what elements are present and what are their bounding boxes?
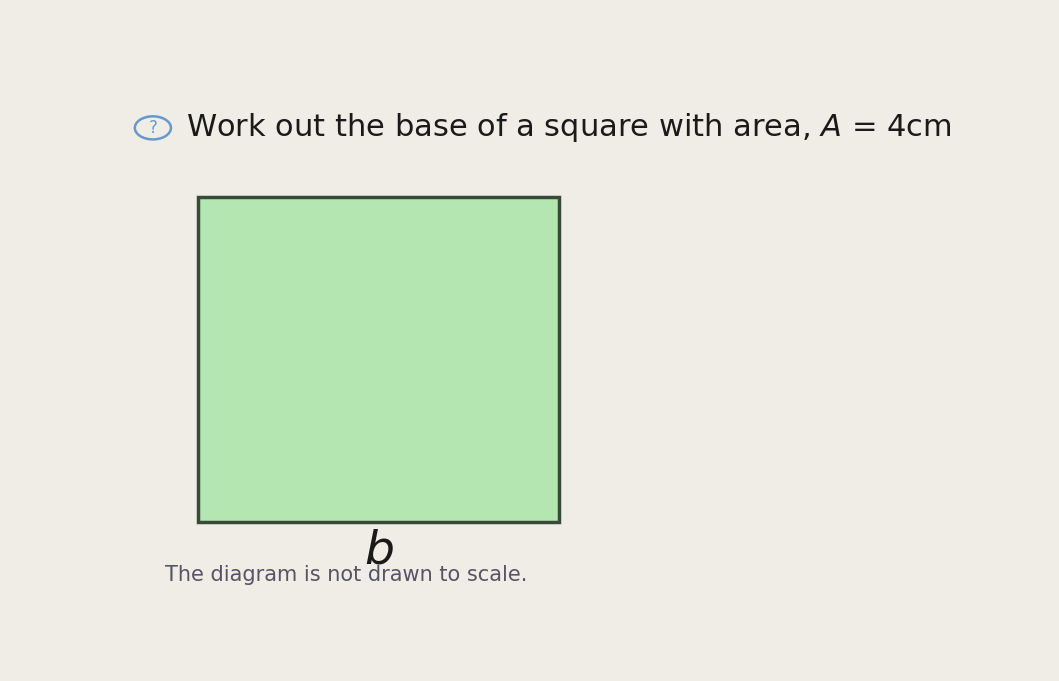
- Text: ?: ?: [148, 119, 158, 137]
- Text: The diagram is not drawn to scale.: The diagram is not drawn to scale.: [165, 565, 527, 585]
- Bar: [198, 197, 559, 522]
- Text: $b$: $b$: [363, 528, 394, 573]
- Text: Work out the base of a square with area, $A$ = 4cm: Work out the base of a square with area,…: [185, 112, 951, 144]
